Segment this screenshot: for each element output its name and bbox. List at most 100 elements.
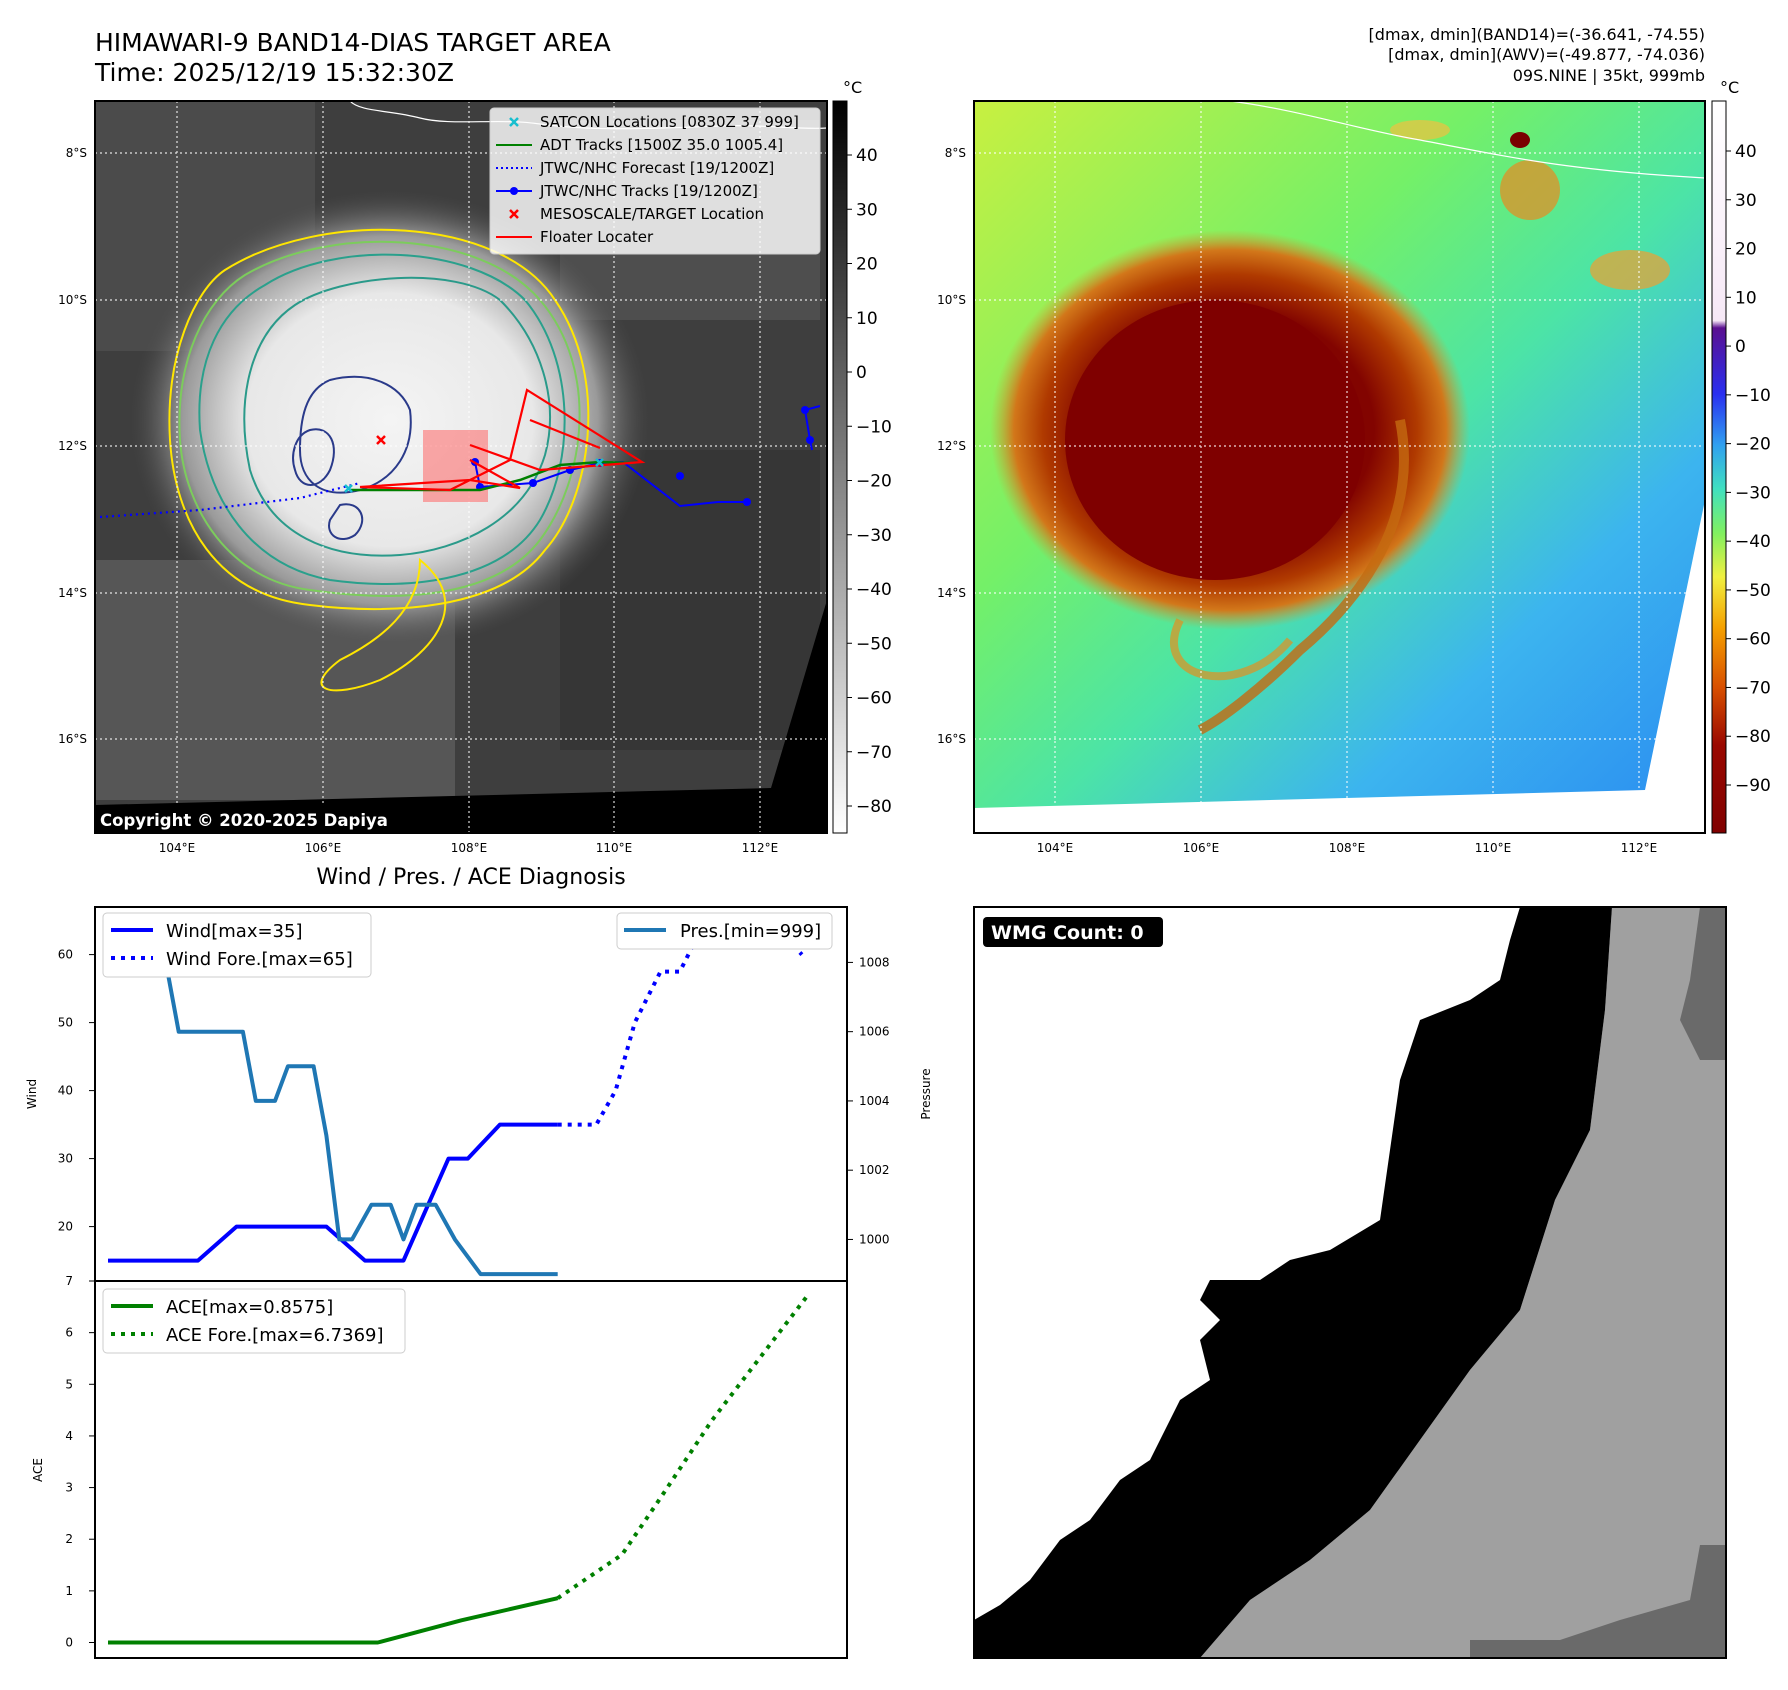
ir-lon-label: 104°E bbox=[159, 841, 196, 855]
awv-colorbar-label: −90 bbox=[1735, 776, 1771, 796]
ir-lat-label: 14°S bbox=[58, 586, 87, 600]
awv-colorbar-label: −10 bbox=[1735, 386, 1771, 406]
ir-lat-label: 10°S bbox=[58, 293, 87, 307]
y-tick-label: 50 bbox=[58, 1016, 73, 1030]
ir-cloud-shield bbox=[130, 190, 650, 650]
wmg-count-text: WMG Count: 0 bbox=[991, 922, 1144, 944]
wmg-count-badge bbox=[983, 917, 1163, 947]
legend-label: ADT Tracks [1500Z 35.0 1005.4] bbox=[540, 136, 783, 154]
legend-pressure-label: Pres.[min=999] bbox=[680, 921, 821, 942]
awv-lat-label: 14°S bbox=[937, 586, 966, 600]
y-tick-label: 5 bbox=[65, 1377, 73, 1391]
awv-lon-label: 104°E bbox=[1037, 841, 1074, 855]
awv-lat-label: 10°S bbox=[937, 293, 966, 307]
y-right-tick-label: 1004 bbox=[859, 1094, 890, 1108]
ir-colorbar-label: −20 bbox=[856, 472, 892, 492]
y-right-tick-label: 1000 bbox=[859, 1232, 890, 1246]
awv-lon-label: 110°E bbox=[1475, 841, 1512, 855]
awv-colorbar-label: −40 bbox=[1735, 532, 1771, 552]
satcon-marker bbox=[344, 484, 353, 493]
series-line-0 bbox=[108, 1122, 558, 1263]
legend-ace-label: ACE[max=0.8575] bbox=[166, 1297, 333, 1318]
ir-colorbar-label: 20 bbox=[856, 255, 878, 275]
awv-lat-label: 12°S bbox=[937, 439, 966, 453]
wmg-black-region bbox=[974, 907, 1612, 1658]
series-line-0 bbox=[108, 1596, 559, 1645]
wind-pressure-chart: Wind Pressure 20 30 40 50 60 1000 1002 1004 1006… bbox=[25, 906, 933, 1282]
awv-frame bbox=[973, 100, 1706, 834]
y-right-tick-label: 1006 bbox=[859, 1025, 890, 1039]
ir-lon-label: 106°E bbox=[305, 841, 342, 855]
awv-colorbar-label: 30 bbox=[1735, 191, 1757, 211]
ir-colorbar-label: −80 bbox=[856, 797, 892, 817]
ir-colorbar-label: 10 bbox=[856, 309, 878, 329]
ir-lon-label: 110°E bbox=[596, 841, 633, 855]
ace-chart: ACE 0 1 2 3 4 5 6 7 ACE[max=0.8575] ACE Fore.[m… bbox=[31, 1274, 848, 1659]
y-tick-label: 6 bbox=[65, 1326, 73, 1340]
floater-locater bbox=[359, 388, 646, 492]
y-tick-label: 40 bbox=[58, 1084, 73, 1098]
y-right-tick-label: 1002 bbox=[859, 1163, 890, 1177]
ace-axis-label: ACE bbox=[31, 1458, 45, 1482]
y-tick-label: 3 bbox=[65, 1481, 73, 1495]
ir-colorbar-label: −10 bbox=[856, 417, 892, 437]
ir-lat-label: 8°S bbox=[66, 146, 87, 160]
series-line-2 bbox=[140, 925, 558, 1277]
wmg-panel: WMG Count: 0 bbox=[973, 906, 1727, 1659]
awv-colorbar-label: −20 bbox=[1735, 435, 1771, 455]
awv-colorbar-label: 40 bbox=[1735, 142, 1757, 162]
ir-colorbar-label: 30 bbox=[856, 200, 878, 220]
awv-colorbar bbox=[1711, 100, 1727, 834]
awv-colorbar-label: −50 bbox=[1735, 581, 1771, 601]
awv-colorbar-label: −70 bbox=[1735, 678, 1771, 698]
y-tick-label: 2 bbox=[65, 1532, 73, 1546]
awv-colorbar-label: 0 bbox=[1735, 337, 1746, 357]
ir-colorbar-label: −30 bbox=[856, 526, 892, 546]
ace-legend: ACE[max=0.8575] ACE Fore.[max=6.7369] bbox=[102, 1288, 406, 1354]
y-tick-label: 30 bbox=[58, 1152, 73, 1166]
pressure-legend: Pres.[min=999] bbox=[616, 912, 833, 950]
ir-lon-label: 112°E bbox=[742, 841, 779, 855]
awv-colorbar-label: −30 bbox=[1735, 483, 1771, 503]
ir-frame bbox=[94, 100, 828, 834]
y-tick-label: 7 bbox=[65, 1274, 73, 1288]
legend-label: SATCON Locations [0830Z 37 999] bbox=[540, 113, 799, 131]
info-awv-range: [dmax, dmin](AWV)=(-49.877, -74.036) bbox=[1388, 45, 1705, 64]
ir-colorbar-label: 0 bbox=[856, 363, 867, 383]
y-tick-label: 0 bbox=[65, 1636, 73, 1650]
copyright-text: Copyright © 2020-2025 Dapiya bbox=[100, 811, 388, 830]
awv-lon-label: 108°E bbox=[1329, 841, 1366, 855]
ir-colorbar-label: −50 bbox=[856, 634, 892, 654]
legend-wind-forecast-label: Wind Fore.[max=65] bbox=[166, 949, 353, 970]
legend-swatch bbox=[509, 209, 519, 219]
awv-colorbar-label: −80 bbox=[1735, 727, 1771, 747]
wind-legend: Wind[max=35] Wind Fore.[max=65] bbox=[102, 912, 372, 978]
pressure-axis-label: Pressure bbox=[919, 1068, 933, 1119]
legend-label: JTWC/NHC Forecast [19/1200Z] bbox=[539, 159, 774, 177]
ir-colorbar bbox=[832, 100, 848, 834]
ir-lat-label: 12°S bbox=[58, 439, 87, 453]
awv-gridlines bbox=[974, 101, 1705, 833]
y-tick-label: 4 bbox=[65, 1429, 73, 1443]
jtwc-forecast-track bbox=[99, 481, 361, 519]
wind-axis-label: Wind bbox=[25, 1079, 39, 1109]
ir-colorbar-label: −40 bbox=[856, 580, 892, 600]
ir-colorbar-unit: °C bbox=[843, 78, 862, 97]
mesoscale-target-marker bbox=[376, 435, 386, 445]
legend-label: Floater Locater bbox=[540, 228, 654, 246]
figure-title: HIMAWARI-9 BAND14-DIAS TARGET AREA bbox=[95, 28, 611, 57]
ir-lat-label: 16°S bbox=[58, 732, 87, 746]
awv-colorbar-label: 10 bbox=[1735, 288, 1757, 308]
ir-map-panel: SATCON Locations [0830Z 37 999] ADT Track… bbox=[94, 78, 862, 834]
info-storm-intensity: 09S.NINE | 35kt, 999mb bbox=[1513, 66, 1705, 85]
awv-lat-label: 16°S bbox=[937, 732, 966, 746]
awv-coastline bbox=[1229, 101, 1705, 179]
awv-lon-label: 106°E bbox=[1183, 841, 1220, 855]
legend-ace-forecast-label: ACE Fore.[max=6.7369] bbox=[166, 1325, 384, 1346]
legend-wind-label: Wind[max=35] bbox=[166, 921, 303, 942]
awv-lat-label: 8°S bbox=[945, 146, 966, 160]
legend-marker bbox=[510, 187, 518, 195]
ir-colorbar-label: −60 bbox=[856, 689, 892, 709]
ir-lon-label: 108°E bbox=[451, 841, 488, 855]
